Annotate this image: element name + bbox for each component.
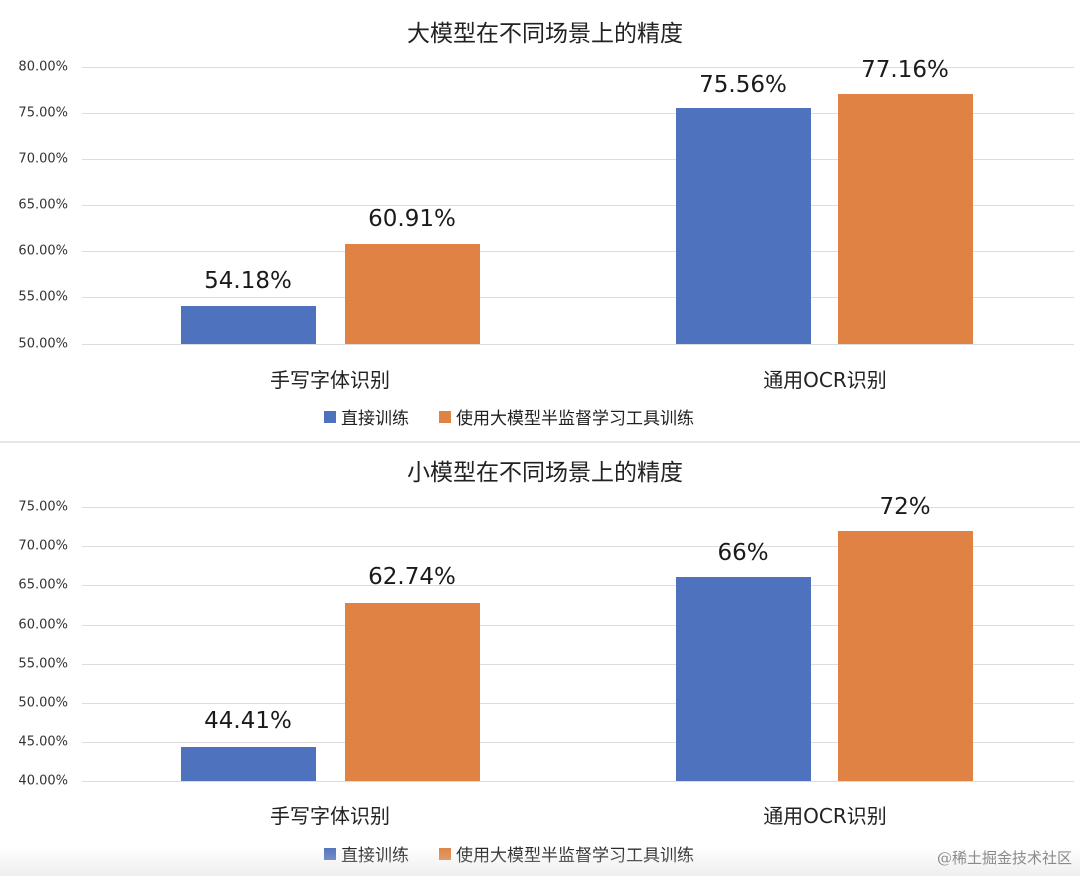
data-label: 60.91% [368,206,456,232]
y-tick-label: 70.00% [18,151,68,167]
y-tick-label: 75.00% [18,499,68,515]
x-axis-line [82,781,1074,782]
x-axis-line [82,344,1074,345]
gridline [82,113,1074,114]
y-tick-label: 40.00% [18,773,68,789]
gridline [82,297,1074,298]
chart-title: 小模型在不同场景上的精度 [407,460,683,486]
gridline [82,67,1074,68]
data-label: 54.18% [204,268,292,294]
y-tick-label: 45.00% [18,734,68,750]
bar-ocr-direct [676,577,811,781]
category-label: 手写字体识别 [270,368,390,392]
gridline [82,205,1074,206]
gridline [82,159,1074,160]
y-tick-label: 80.00% [18,59,68,75]
y-tick-label: 70.00% [18,538,68,554]
gridline [82,585,1074,586]
chart-title: 大模型在不同场景上的精度 [407,21,683,47]
bar-handwriting-direct [181,306,316,344]
data-label: 75.56% [699,72,787,98]
y-tick-label: 50.00% [18,336,68,352]
y-tick-label: 60.00% [18,243,68,259]
category-label: 通用OCR识别 [763,804,887,828]
category-label: 手写字体识别 [270,804,390,828]
y-tick-label: 50.00% [18,695,68,711]
gridline [82,546,1074,547]
gridline [82,507,1074,508]
legend-swatch-blue [324,410,336,423]
chart-divider [0,441,1080,443]
data-label: 72% [879,494,931,520]
bottom-shadow [0,846,1080,876]
chart-large-model: 大模型在不同场景上的精度 80.00% 75.00% 70.00% 65.00%… [18,21,1074,429]
bar-handwriting-direct [181,747,316,781]
gridline [82,742,1074,743]
legend-item-direct: 直接训练 [324,404,409,429]
y-tick-label: 75.00% [18,105,68,121]
gridline [82,625,1074,626]
y-tick-label: 55.00% [18,656,68,672]
bar-ocr-semisupervised [838,94,973,344]
legend: 直接训练 使用大模型半监督学习工具训练 [324,404,724,429]
gridline [82,251,1074,252]
bar-ocr-direct [676,108,811,344]
y-tick-label: 60.00% [18,617,68,633]
category-label: 通用OCR识别 [763,368,887,392]
data-label: 66% [717,540,769,566]
data-label: 62.74% [368,564,456,590]
y-tick-label: 65.00% [18,197,68,213]
legend-swatch-orange [439,410,451,423]
data-label: 44.41% [204,708,292,734]
legend-label: 直接训练 [341,409,409,429]
y-tick-label: 55.00% [18,289,68,305]
bar-handwriting-semisupervised [345,603,480,781]
bar-ocr-semisupervised [838,531,973,781]
data-label: 77.16% [861,57,949,83]
watermark: @稀土掘金技术社区 [936,849,1072,867]
bar-handwriting-semisupervised [345,244,480,344]
legend-item-semisupervised: 使用大模型半监督学习工具训练 [439,404,694,429]
legend-label: 使用大模型半监督学习工具训练 [456,409,694,429]
gridline [82,664,1074,665]
y-tick-label: 65.00% [18,577,68,593]
gridline [82,703,1074,704]
